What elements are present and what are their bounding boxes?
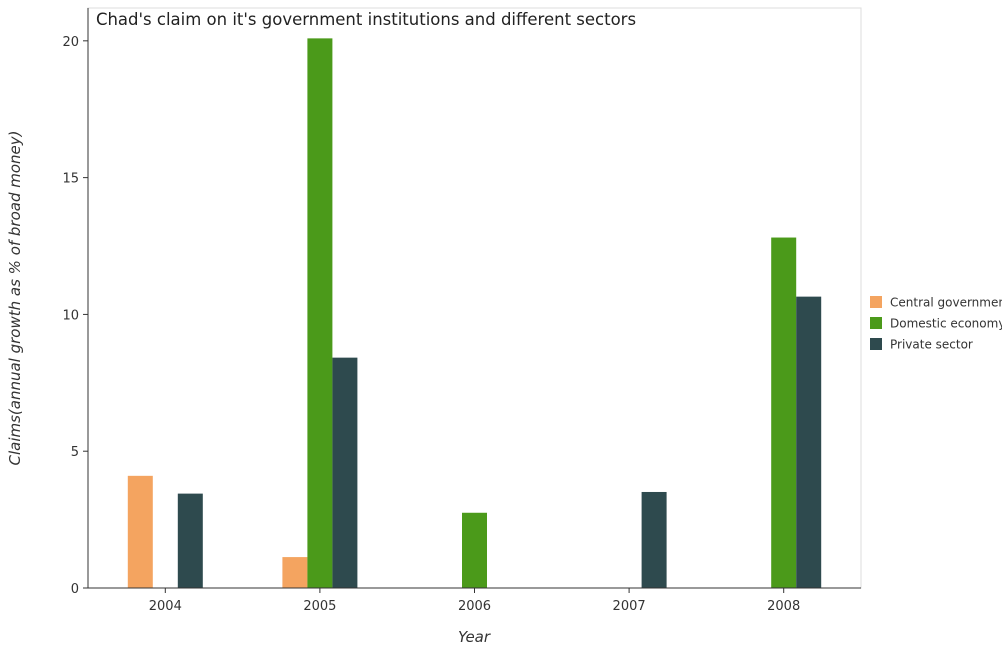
x-tick-label: 2006 bbox=[458, 599, 491, 614]
bar-domestic-economy-2005 bbox=[307, 38, 333, 589]
bar-central-government-2005 bbox=[282, 557, 308, 588]
bar-private-sector-2008 bbox=[796, 296, 822, 588]
bar-domestic-economy-2008 bbox=[771, 237, 797, 589]
bar-private-sector-2004 bbox=[177, 493, 203, 588]
legend-label: Central government bbox=[890, 296, 1002, 310]
bars-layer bbox=[127, 38, 822, 589]
x-tick-label: 2007 bbox=[613, 599, 646, 614]
x-tick-label: 2008 bbox=[767, 599, 800, 614]
legend-label: Domestic economy bbox=[890, 317, 1002, 331]
axes-layer: 0 5 10 15 20 2004 2005 2006 2007 2008 bbox=[62, 8, 861, 614]
y-axis-label: Claims(annual growth as % of broad money… bbox=[6, 130, 24, 465]
bar-private-sector-2005 bbox=[332, 357, 358, 588]
y-tick-label: 5 bbox=[71, 445, 79, 460]
bar-private-sector-2007 bbox=[641, 491, 667, 588]
bar-domestic-economy-2006 bbox=[462, 512, 487, 588]
legend-swatch bbox=[870, 338, 882, 350]
y-tick-label: 0 bbox=[71, 582, 79, 597]
bar-central-government-2004 bbox=[127, 475, 153, 588]
legend-swatch bbox=[870, 296, 882, 308]
legend-label: Private sector bbox=[890, 338, 973, 352]
legend: Central government Domestic economy Privat… bbox=[870, 296, 1002, 352]
x-tick-label: 2004 bbox=[149, 599, 182, 614]
y-tick-label: 20 bbox=[62, 35, 79, 50]
chart-title: Chad's claim on it's government institut… bbox=[96, 10, 636, 29]
x-axis-label: Year bbox=[458, 628, 491, 646]
y-tick-label: 10 bbox=[62, 308, 79, 323]
legend-swatch bbox=[870, 317, 882, 329]
y-tick-label: 15 bbox=[62, 172, 79, 187]
x-tick-label: 2005 bbox=[303, 599, 336, 614]
